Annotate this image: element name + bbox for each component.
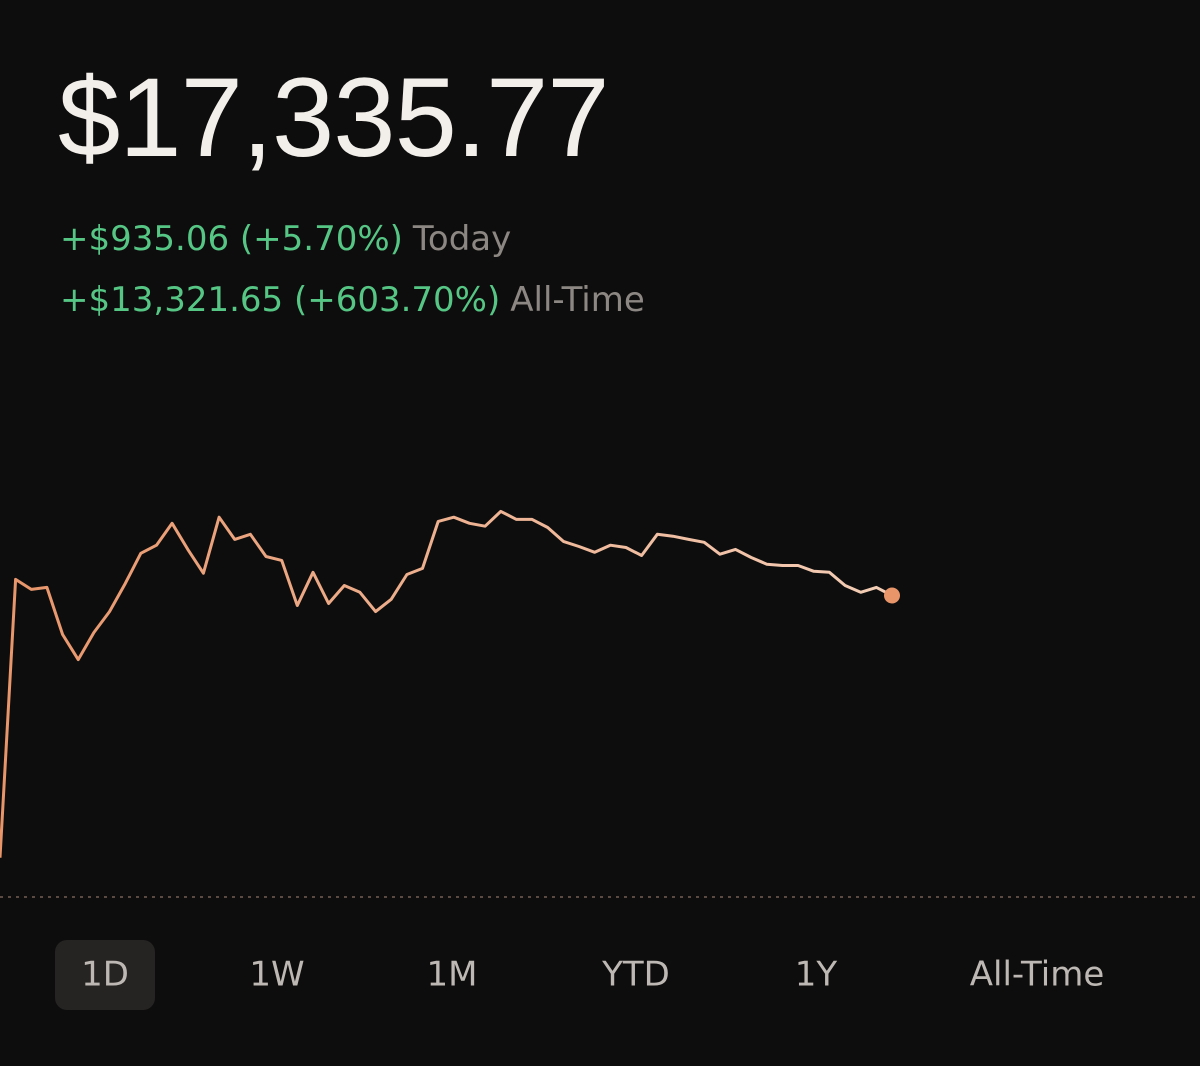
- change-row: +$13,321.65 (+603.70%) All-Time: [60, 283, 645, 317]
- change-amount: +$13,321.65 (+603.70%): [60, 280, 501, 320]
- change-period: All-Time: [510, 280, 645, 320]
- change-period: Today: [412, 219, 512, 259]
- balance: $17,335.77: [58, 55, 610, 180]
- tab-selected-bg: [55, 940, 155, 1010]
- change-row: +$935.06 (+5.70%) Today: [60, 222, 511, 256]
- tab[interactable]: 1M: [427, 955, 478, 995]
- tab[interactable]: All-Time: [970, 955, 1105, 995]
- change-amount: +$935.06 (+5.70%): [60, 219, 403, 259]
- tab[interactable]: 1Y: [795, 955, 838, 995]
- current-point: [884, 587, 900, 604]
- tab[interactable]: YTD: [601, 955, 670, 995]
- price-line: [0, 509, 893, 858]
- tab[interactable]: 1W: [249, 955, 304, 995]
- tab[interactable]: 1D: [81, 955, 129, 995]
